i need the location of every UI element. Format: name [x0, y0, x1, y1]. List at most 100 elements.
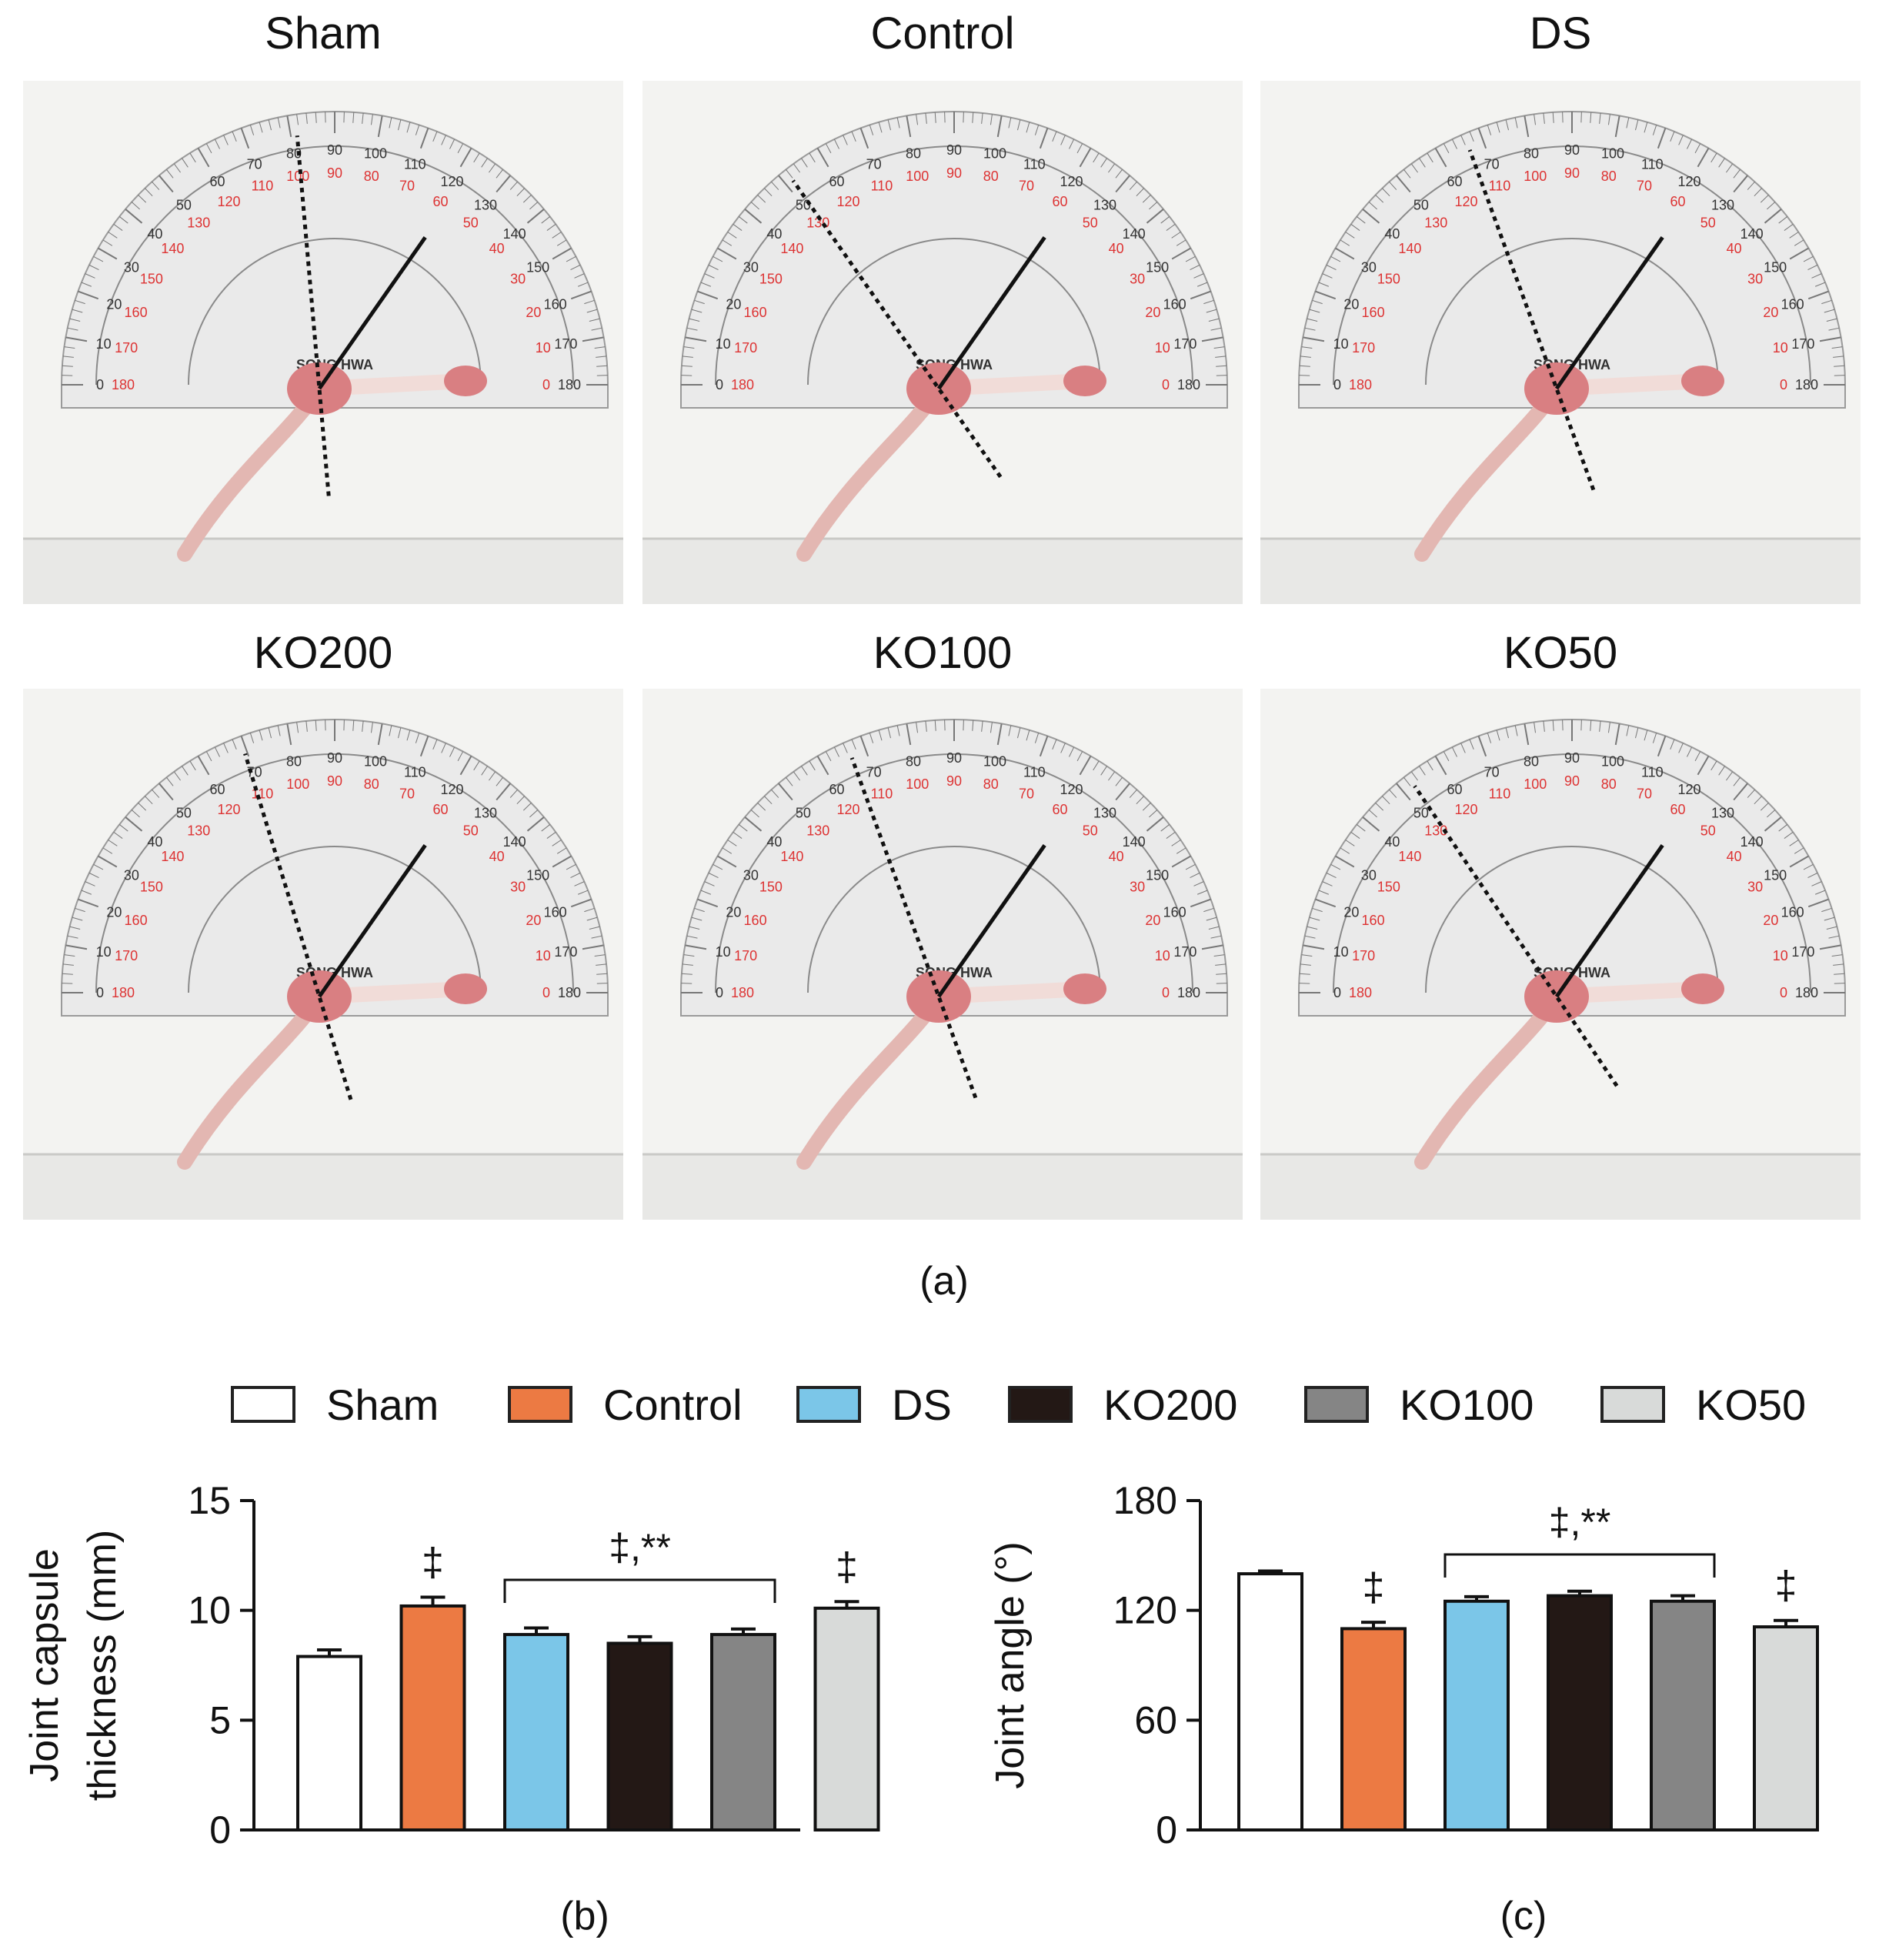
protractor-tick — [1460, 135, 1466, 145]
protractor-label-red: 100 — [1524, 169, 1547, 184]
protractor-tick — [694, 907, 705, 913]
protractor-tick — [459, 148, 472, 168]
protractor-tick — [1312, 299, 1323, 305]
protractor-label: 80 — [286, 754, 302, 770]
protractor-label: 110 — [404, 764, 426, 780]
protractor-tick — [1076, 751, 1083, 762]
protractor-tick — [738, 216, 748, 224]
protractor-label: 0 — [716, 985, 723, 1000]
protractor-tick — [1626, 725, 1630, 736]
protractor-tick — [1213, 954, 1225, 957]
protractor-tick — [152, 789, 160, 798]
protractor-tick — [205, 751, 212, 762]
protractor-tick — [1590, 720, 1592, 731]
protractor-tick — [1307, 926, 1318, 930]
protractor-tick — [1697, 148, 1710, 168]
protractor-label-red: 10 — [1773, 340, 1788, 356]
protractor-label: 160 — [544, 905, 567, 920]
protractor-small-arc — [1425, 846, 1719, 993]
protractor-tick — [1496, 730, 1500, 741]
protractor-label-red: 30 — [510, 272, 526, 287]
y-tick-label: 5 — [209, 1698, 231, 1741]
y-tick-label: 180 — [1113, 1479, 1177, 1522]
protractor-tick — [159, 783, 174, 801]
protractor-label: 10 — [1333, 944, 1349, 960]
specimen-photo: 0 0 10 10 20 20 30 30 40 40 50 50 60 60 70 70 80 80 90 90 10… — [642, 689, 1243, 1220]
protractor-tick — [1710, 152, 1717, 163]
protractor-tick — [415, 733, 420, 743]
protractor-tick — [1733, 776, 1740, 786]
protractor-tick — [398, 119, 402, 131]
protractor-tick — [1807, 290, 1829, 300]
protractor-tick — [801, 158, 808, 168]
specimen-photo: 0 0 10 10 20 20 30 30 40 40 50 50 60 60 70 70 80 80 90 90 10… — [642, 81, 1243, 604]
protractor-tick — [1315, 898, 1337, 908]
protractor-tick — [1026, 122, 1030, 133]
protractor-tick — [1826, 318, 1837, 322]
protractor-tick — [1451, 139, 1457, 149]
protractor-label-red: 150 — [1377, 880, 1400, 895]
protractor-tick — [878, 122, 883, 133]
protractor-tick — [1017, 119, 1021, 131]
protractor-tick — [166, 776, 174, 786]
protractor-tick — [1524, 115, 1530, 138]
protractor-label: 150 — [1146, 260, 1169, 275]
protractor-label: 50 — [176, 805, 192, 820]
protractor-label: 60 — [1447, 782, 1462, 797]
protractor-tick — [786, 776, 793, 786]
legend-label: Sham — [326, 1380, 439, 1429]
protractor-label-red: 140 — [780, 849, 803, 864]
protractor-tick — [223, 135, 229, 145]
legend-swatch — [231, 1386, 295, 1423]
protractor-tick — [432, 131, 438, 142]
protractor-label-red: 170 — [734, 340, 757, 356]
protractor-label-red: 40 — [1727, 241, 1742, 256]
protractor-tick — [1657, 736, 1667, 757]
significance-bracket — [503, 1578, 776, 1603]
protractor-label-red: 90 — [1564, 165, 1580, 181]
protractor-label-red: 0 — [542, 985, 550, 1000]
protractor-tick — [370, 114, 373, 125]
protractor-label-red: 90 — [1564, 773, 1580, 789]
protractor-tick — [496, 776, 503, 786]
protractor-inner-arc — [1333, 753, 1811, 993]
protractor-label: 40 — [766, 226, 782, 242]
protractor-tick — [733, 831, 743, 839]
protractor-tick — [793, 163, 800, 173]
protractor-tick — [145, 796, 153, 805]
protractor-label: 150 — [526, 868, 549, 883]
protractor-tick — [489, 163, 496, 173]
protractor-tick — [727, 232, 737, 239]
protractor-label: 100 — [1601, 146, 1624, 162]
protractor-tick — [315, 112, 317, 123]
protractor-tick — [1017, 727, 1021, 739]
protractor-tick — [1166, 223, 1176, 231]
protractor-tick — [62, 356, 74, 358]
protractor-tick — [825, 143, 832, 154]
protractor-label-red: 70 — [1637, 179, 1652, 194]
protractor-label: 160 — [544, 297, 567, 312]
protractor-tick — [277, 725, 281, 736]
protractor-label: 50 — [796, 805, 811, 820]
protractor-label-red: 140 — [161, 849, 184, 864]
protractor-tick — [1076, 143, 1083, 154]
protractor-tick — [1008, 117, 1012, 129]
protractor-tick — [268, 727, 272, 739]
protractor-tick — [1807, 872, 1818, 878]
protractor-label: 140 — [1123, 834, 1146, 850]
bar-ko100 — [710, 1633, 776, 1831]
protractor-tick — [686, 935, 698, 939]
protractor-tick — [717, 247, 737, 260]
bar-ko50 — [813, 1606, 880, 1832]
protractor-tick — [685, 944, 707, 950]
bar-ko200 — [1547, 1594, 1613, 1831]
protractor-label-red: 40 — [1109, 241, 1124, 256]
protractor-tick — [713, 255, 723, 262]
protractor-tick — [1345, 232, 1355, 239]
protractor-label-red: 50 — [463, 823, 479, 838]
protractor-tick — [296, 114, 299, 125]
legend-item: DS — [796, 1374, 952, 1435]
protractor-tick — [1451, 746, 1457, 757]
protractor-tick — [1149, 202, 1158, 210]
paper-edge — [1260, 1154, 1861, 1220]
